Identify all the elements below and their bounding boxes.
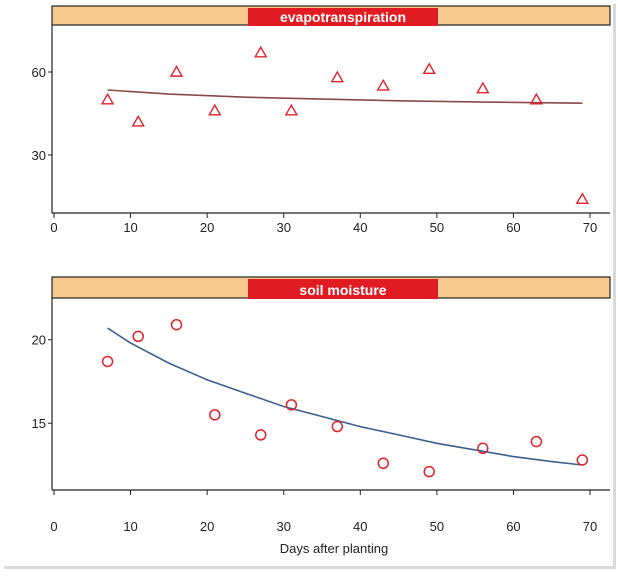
panel-title-box	[248, 279, 438, 299]
data-point-triangle	[131, 114, 145, 127]
data-point-circle	[132, 330, 144, 343]
data-point-triangle	[208, 103, 222, 116]
data-point-triangle	[284, 103, 299, 116]
x-tick-label: 10	[123, 519, 137, 534]
data-point-circle	[209, 409, 221, 421]
x-tick-label: 20	[200, 220, 214, 235]
data-point-circle	[377, 457, 390, 470]
x-tick-label: 40	[353, 220, 367, 235]
data-point-circle	[423, 465, 435, 478]
data-point-triangle	[376, 78, 390, 91]
data-point-triangle	[529, 92, 544, 105]
x-tick-label: 20	[200, 519, 214, 534]
y-tick-label: 20	[32, 333, 46, 348]
x-tick-label: 70	[583, 519, 597, 534]
data-point-triangle	[254, 45, 268, 58]
data-point-circle	[254, 429, 267, 441]
panel-title: soil moisture	[299, 282, 386, 298]
x-tick-label: 60	[506, 220, 520, 235]
x-tick-label: 0	[50, 220, 57, 235]
chart-panel-soil-moisture: soil moisture 0 10 20 30 40 50 60 70 15 20 Days aft…	[32, 276, 611, 556]
data-point-triangle	[575, 192, 590, 205]
data-point-triangle	[330, 70, 345, 83]
data-point-circle	[285, 399, 298, 411]
data-point-circle	[170, 318, 183, 331]
x-tick-label: 50	[430, 519, 444, 534]
panel-title: evapotranspiration	[280, 9, 406, 25]
y-tick-label: 30	[32, 148, 46, 163]
x-tick-label: 40	[353, 519, 367, 534]
x-axis-label: Days after planting	[280, 541, 388, 556]
data-point-circle	[477, 442, 489, 455]
fit-line	[107, 89, 583, 104]
fit-line	[107, 327, 583, 466]
panel-title-box	[248, 8, 438, 26]
data-point-circle	[576, 454, 589, 466]
x-tick-label: 10	[123, 220, 137, 235]
x-tick-label: 30	[276, 519, 290, 534]
x-tick-label: 50	[430, 220, 444, 235]
data-point-triangle	[169, 65, 184, 77]
y-tick-label: 60	[32, 65, 46, 80]
data-point-circle	[530, 435, 543, 448]
data-point-triangle	[476, 81, 490, 94]
y-tick-label: 15	[32, 416, 46, 431]
chart-panel-evapotranspiration: evapotranspiration 0 10 20 30 40 50 60 70 30 60	[32, 5, 611, 235]
x-tick-label: 60	[506, 519, 520, 534]
x-tick-label: 30	[276, 220, 290, 235]
data-point-triangle	[422, 62, 436, 75]
data-point-triangle	[100, 92, 115, 105]
data-point-circle	[101, 355, 114, 368]
data-point-circle	[331, 420, 344, 433]
x-tick-label: 0	[50, 519, 57, 534]
x-tick-label: 70	[583, 220, 597, 235]
